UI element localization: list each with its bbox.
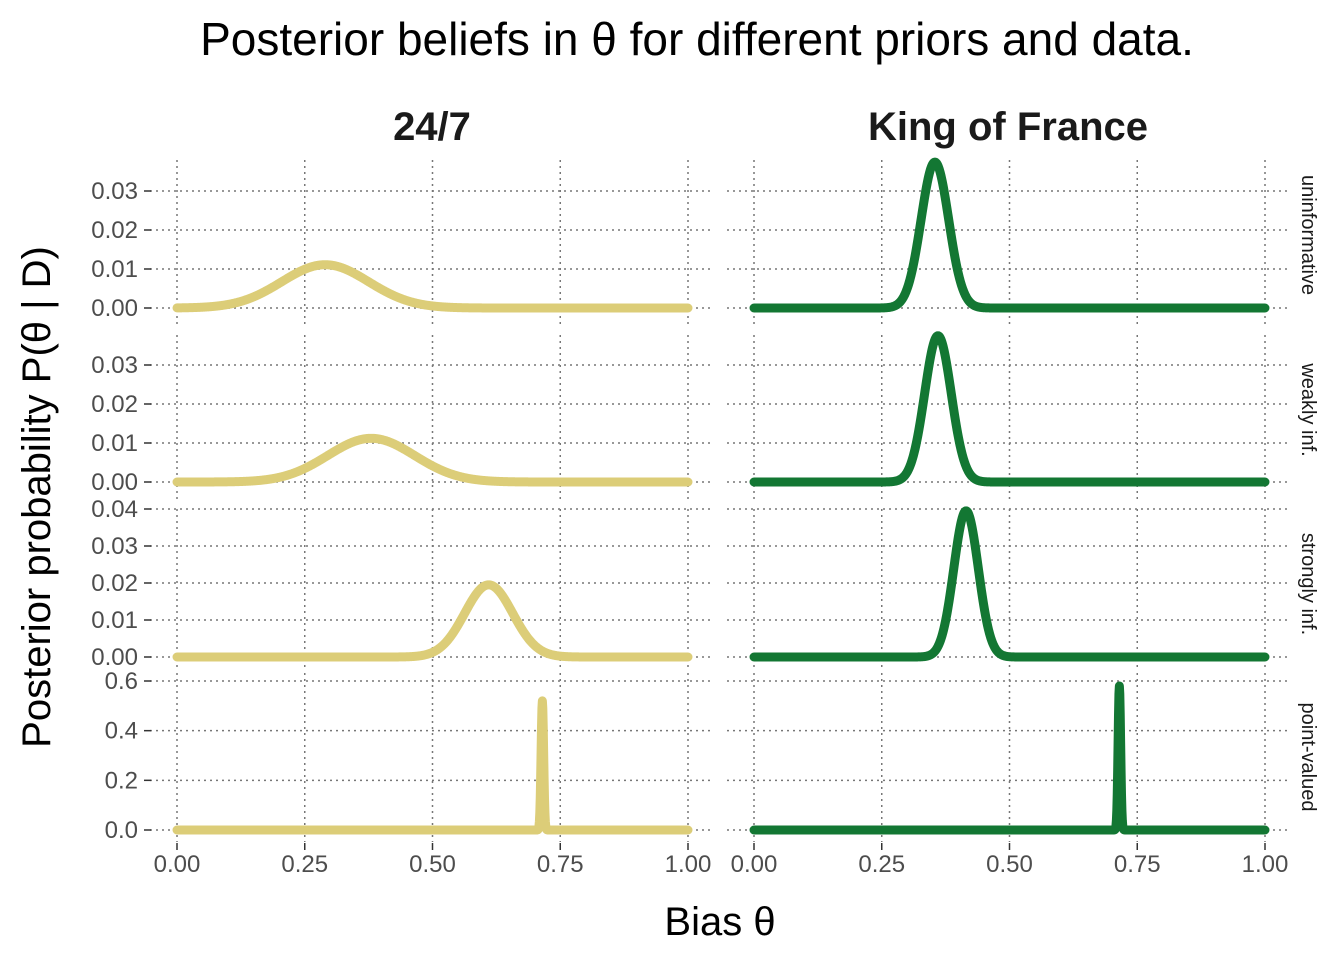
x-axis-title: Bias θ	[664, 900, 775, 944]
x-tick-label-c1-3: 0.75	[1114, 851, 1161, 878]
x-tick-label-c1-0: 0.00	[731, 851, 778, 878]
y-tick-label-r3-1: 0.2	[105, 767, 138, 794]
row-label-3: strongly inf.	[1297, 533, 1319, 635]
y-tick-label-r0-0: 0.00	[91, 295, 138, 322]
y-tick-label-r2-4: 0.04	[91, 496, 138, 523]
x-tick-label-c0-3: 0.75	[537, 851, 584, 878]
series-line-king-of-france-uninformative	[749, 157, 1270, 313]
y-tick-label-r1-1: 0.01	[91, 430, 138, 457]
column-label-1: 24/7	[393, 105, 471, 149]
x-tick-label-c0-0: 0.00	[154, 851, 201, 878]
series-line-king-of-france-weakly-inf	[749, 331, 1270, 487]
row-label-2: weakly inf.	[1297, 362, 1319, 456]
series-line-247-weakly-inf	[172, 433, 693, 487]
x-tick-label-c1-2: 0.50	[986, 851, 1033, 878]
y-tick-label-r3-3: 0.6	[105, 668, 138, 695]
series-line-king-of-france-strongly-inf	[749, 506, 1270, 662]
x-tick-label-c1-4: 1.00	[1242, 851, 1289, 878]
row-label-1: uninformative	[1297, 175, 1319, 295]
y-axis-title: Posterior probability P(θ | D)	[15, 246, 59, 748]
y-tick-label-r2-2: 0.02	[91, 570, 138, 597]
series-line-247-uninformative	[172, 260, 693, 313]
column-label-2: King of France	[868, 105, 1148, 149]
series-line-247-point-valued	[172, 696, 693, 835]
y-tick-label-r1-2: 0.02	[91, 391, 138, 418]
y-tick-label-r0-2: 0.02	[91, 217, 138, 244]
x-tick-label-c1-1: 0.25	[858, 851, 905, 878]
plot-layer: 0.000.010.020.030.000.010.020.030.000.01…	[91, 157, 1291, 878]
y-tick-label-r2-3: 0.03	[91, 533, 138, 560]
series-line-king-of-france-point-valued	[749, 681, 1270, 835]
y-tick-label-r2-0: 0.00	[91, 644, 138, 671]
x-tick-label-c0-2: 0.50	[409, 851, 456, 878]
x-tick-label-c0-4: 1.00	[665, 851, 712, 878]
row-label-4: point-valued	[1297, 703, 1319, 812]
y-tick-label-r0-3: 0.03	[91, 178, 138, 205]
x-tick-label-c0-1: 0.25	[281, 851, 328, 878]
y-tick-label-r1-0: 0.00	[91, 469, 138, 496]
chart-title: Posterior beliefs in θ for different pri…	[200, 13, 1194, 65]
y-tick-label-r2-1: 0.01	[91, 607, 138, 634]
y-tick-label-r3-0: 0.0	[105, 817, 138, 844]
y-tick-label-r3-2: 0.4	[105, 718, 138, 745]
y-tick-label-r0-1: 0.01	[91, 256, 138, 283]
y-tick-label-r1-3: 0.03	[91, 352, 138, 379]
series-line-247-strongly-inf	[172, 580, 693, 662]
